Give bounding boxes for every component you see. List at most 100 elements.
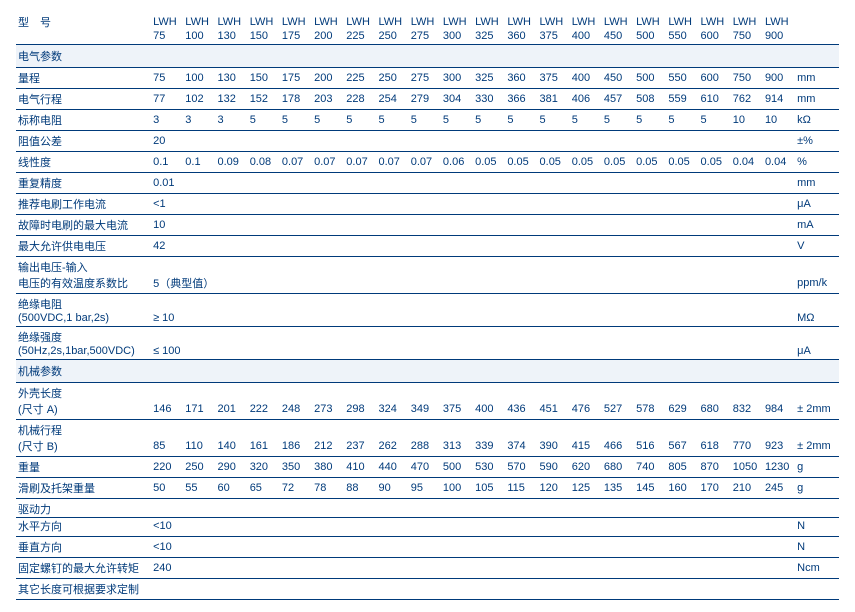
- row-value: 186: [280, 438, 312, 456]
- row-value: [473, 345, 505, 359]
- row-value: [731, 236, 763, 257]
- row-value: 10: [151, 215, 183, 236]
- row-value: [312, 579, 344, 600]
- row-value: 600: [699, 68, 731, 89]
- row-value: [763, 312, 795, 326]
- row-value: [441, 215, 473, 236]
- row-value: [763, 558, 795, 579]
- row-value: 237: [344, 438, 376, 456]
- model-prefix: LWH: [409, 12, 441, 30]
- row-value: [183, 558, 215, 579]
- row-unit: N: [795, 537, 839, 558]
- row-value: 78: [312, 478, 344, 499]
- row-value: [248, 131, 280, 152]
- row-value: 0.1: [183, 152, 215, 173]
- header-label: 型 号: [16, 12, 151, 30]
- row-value: [183, 194, 215, 215]
- row-label-2: 水平方向: [16, 518, 151, 537]
- row-value: 225: [344, 68, 376, 89]
- row-value: 115: [505, 478, 537, 499]
- row-value: [312, 345, 344, 359]
- row-value: <10: [151, 518, 183, 537]
- row-value: [409, 173, 441, 194]
- row-value: [441, 558, 473, 579]
- row-value: 450: [602, 68, 634, 89]
- row-value: 105: [473, 478, 505, 499]
- row-unit: mm: [795, 89, 839, 110]
- row-value: 5: [377, 110, 409, 131]
- row-value: 275: [409, 68, 441, 89]
- row-value: 360: [505, 68, 537, 89]
- row-value: [248, 312, 280, 326]
- row-value: [409, 558, 441, 579]
- model-number: 250: [377, 30, 409, 44]
- row-unit: mm: [795, 173, 839, 194]
- row-value: <10: [151, 537, 183, 558]
- row-unit: kΩ: [795, 110, 839, 131]
- model-number: 150: [248, 30, 280, 44]
- row-value: [699, 312, 731, 326]
- row-value: [473, 194, 505, 215]
- row-value: [505, 173, 537, 194]
- row-value: 0.07: [409, 152, 441, 173]
- model-prefix: LWH: [699, 12, 731, 30]
- row-value: [570, 194, 602, 215]
- row-value: 500: [634, 68, 666, 89]
- row-value: 415: [570, 438, 602, 456]
- row-value: [731, 312, 763, 326]
- header-unit: [795, 12, 839, 30]
- row-value: [763, 518, 795, 537]
- row-value: 90: [377, 478, 409, 499]
- row-value: 380: [312, 457, 344, 478]
- row-value: 222: [248, 401, 280, 419]
- row-value: [505, 312, 537, 326]
- row-value: [473, 518, 505, 537]
- row-value: [763, 537, 795, 558]
- row-value: [215, 173, 247, 194]
- row-value: 5: [409, 110, 441, 131]
- row-value: 436: [505, 401, 537, 419]
- row-value: [441, 131, 473, 152]
- row-value: [280, 345, 312, 359]
- row-unit: ± 2mm: [795, 401, 839, 419]
- model-number: 400: [570, 30, 602, 44]
- row-value: [570, 579, 602, 600]
- row-value: 146: [151, 401, 183, 419]
- section-title: 机械参数: [16, 360, 839, 383]
- model-prefix: LWH: [538, 12, 570, 30]
- row-value: [248, 194, 280, 215]
- row-value: 262: [377, 438, 409, 456]
- row-value: [248, 518, 280, 537]
- row-value: 457: [602, 89, 634, 110]
- model-number: 75: [151, 30, 183, 44]
- row-value: 740: [634, 457, 666, 478]
- row-value: [666, 537, 698, 558]
- model-number: 360: [505, 30, 537, 44]
- row-value: [634, 215, 666, 236]
- row-value: 42: [151, 236, 183, 257]
- row-value: 325: [473, 68, 505, 89]
- row-value: 3: [183, 110, 215, 131]
- row-value: [699, 194, 731, 215]
- row-value: [441, 579, 473, 600]
- row-value: [441, 194, 473, 215]
- row-value: 203: [312, 89, 344, 110]
- row-value: [505, 558, 537, 579]
- model-prefix: LWH: [377, 12, 409, 30]
- row-value: [183, 173, 215, 194]
- row-value: 805: [666, 457, 698, 478]
- row-value: [312, 312, 344, 326]
- row-value: 349: [409, 401, 441, 419]
- row-value: 559: [666, 89, 698, 110]
- model-prefix: LWH: [473, 12, 505, 30]
- row-value: 5: [538, 110, 570, 131]
- model-number: 325: [473, 30, 505, 44]
- row-value: [763, 236, 795, 257]
- row-value: [731, 215, 763, 236]
- row-value: [344, 236, 376, 257]
- row-value: [183, 537, 215, 558]
- row-value: [634, 173, 666, 194]
- row-value: [377, 579, 409, 600]
- row-value: 375: [538, 68, 570, 89]
- row-label: 垂直方向: [16, 537, 151, 558]
